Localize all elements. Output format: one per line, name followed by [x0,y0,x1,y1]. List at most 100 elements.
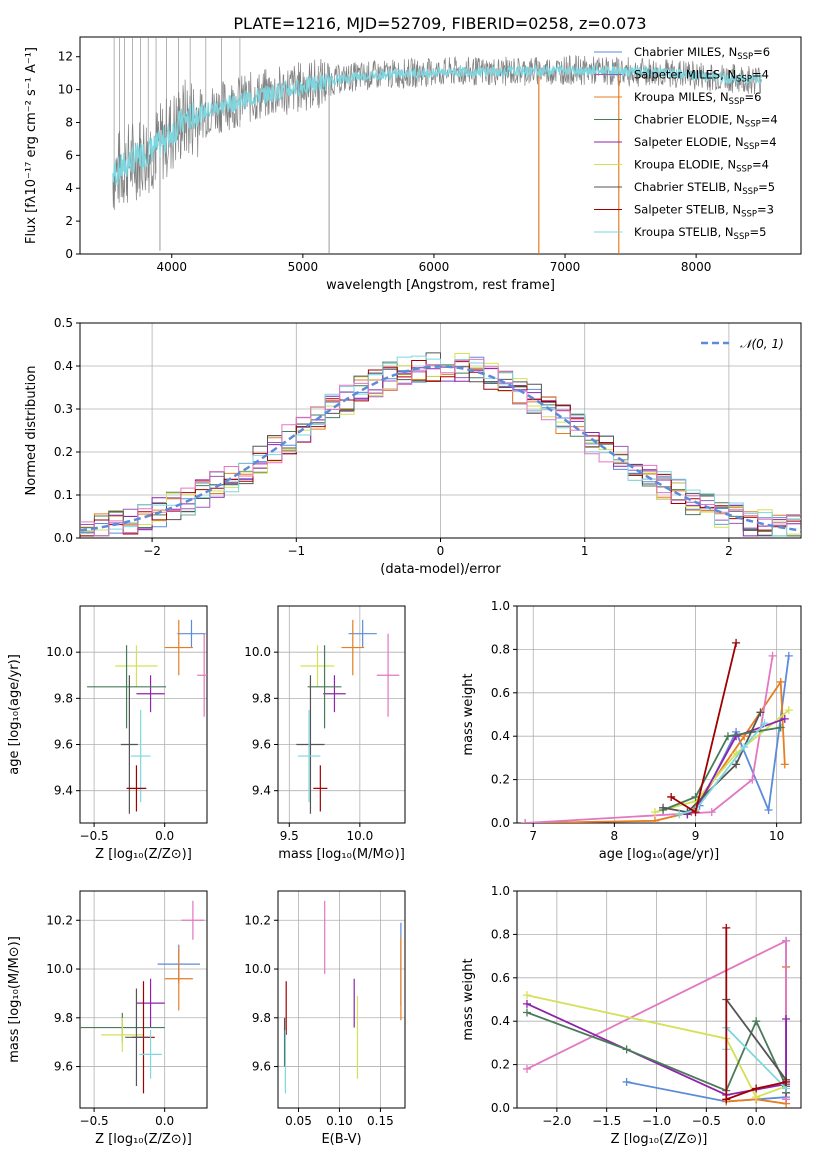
legend-label-sub: SSP [729,97,745,107]
plot-frame [516,605,802,824]
weight-series [679,722,766,816]
legend-label-suffix: =4 [760,135,777,149]
x-axis-label: Z [log₁₀(Z/Z⊙)] [95,847,192,862]
legend-label-main: Kroupa MILES, N [634,90,729,104]
x-tick-label: 6000 [419,260,450,274]
legend-label-suffix: =4 [752,158,769,172]
x-tick-label: −0.5 [80,829,109,843]
error-bars [87,619,207,814]
x-axis-label: Z [log₁₀(Z/Z⊙)] [611,1132,708,1147]
histogram-series [80,358,801,537]
plot-frame [79,36,802,255]
weight-marker [659,803,668,812]
y-tick-label: 10.2 [46,913,73,927]
y-axis-label: age [log₁₀(age/yr)] [7,654,22,775]
weight-marker [784,651,793,660]
x-tick-label: 1 [581,544,589,558]
legend-label-suffix: =5 [758,180,775,194]
weight-marker [780,760,789,769]
y-tick-label: 9.8 [252,1011,271,1025]
legend-label: Chabrier ELODIE, NSSP=4 [634,113,778,130]
legend-label-sub: SSP [737,52,753,62]
y-axis-label: mass weight [461,958,476,1040]
y-tick-label: 10.2 [244,913,271,927]
y-tick-label: 4 [65,181,73,195]
y-tick-label: 0.5 [54,316,73,330]
legend-label: Salpeter STELIB, NSSP=3 [634,203,774,220]
residual-histogram-panel: −2 −1 0 1 2 0.0 0.1 0.2 0.3 0.4 0.5 (data-model)/er… [24,316,802,577]
x-axis-label: (data-model)/error [380,562,501,577]
model-spectrum [112,64,762,186]
y-tick-label: 9.8 [54,691,73,705]
weight-marker [764,805,773,814]
weight-marker [691,792,700,801]
legend-label: Salpeter ELODIE, NSSP=4 [634,135,777,152]
y-tick-label: 0.8 [491,642,510,656]
weight-marker [675,810,684,819]
spectrum-panel: 4000 5000 6000 7000 8000 0 2 4 6 8 10 12 wavelength … [24,36,802,293]
y-tick-label: 0 [65,247,73,261]
y-tick-label: 6 [65,148,73,162]
weight-marker [650,816,659,823]
legend-label-sub: SSP [742,187,758,197]
x-axis-label: wavelength [Angstrom, rest frame] [326,278,555,293]
y-tick-label: 0.6 [491,971,510,985]
y-tick-label: 0.0 [491,816,510,830]
legend-label-suffix: =5 [749,225,766,239]
plot-frame [79,322,802,539]
spectrum-title: PLATE=1216, MJD=52709, FIBERID=0258, z=0… [233,14,646,33]
legend-label-suffix: =3 [757,203,774,217]
y-tick-label: 10.0 [46,645,73,659]
y-tick-label: 0.2 [491,1058,510,1072]
y-tick-label: 9.6 [54,738,73,752]
weight-marker [732,638,741,647]
weight-marker [752,1017,761,1026]
x-tick-label: 0.0 [155,1114,174,1128]
legend-label: Kroupa STELIB, NSSP=5 [634,225,766,242]
y-tick-label: 1.0 [491,884,510,898]
weight-marker [522,999,531,1008]
weight-marker [776,677,785,686]
weight-marker [722,1095,731,1104]
y-tick-label: 0.0 [491,1101,510,1115]
weight-series [662,726,781,811]
y-tick-label: 0.8 [491,927,510,941]
x-tick-label: −2.0 [542,1114,571,1128]
y-tick-label: 0.4 [54,359,73,373]
y-axis-label: Normed distribution [24,366,39,496]
weight-marker [782,936,791,945]
weight-series [725,927,787,1101]
y-tick-label: 0.2 [54,445,73,459]
x-tick-label: 9 [692,829,700,843]
weight-marker [784,706,793,715]
legend-label: Chabrier MILES, NSSP=6 [634,45,770,62]
legend-label-main: Salpeter STELIB, N [634,203,741,217]
observed-spectrum [112,54,762,210]
legend-label: Kroupa ELODIE, NSSP=4 [634,158,769,175]
histogram-series [80,355,801,537]
error-bars [80,900,205,1094]
legend-label: Kroupa MILES, NSSP=6 [634,90,761,107]
weight-marker [782,1077,791,1086]
y-axis-label: Flux [fλ10⁻¹⁷ erg cm⁻² s⁻¹ A⁻¹] [24,47,39,244]
x-tick-label: 7 [529,829,537,843]
plot-frame [79,605,208,824]
legend-label-sub: SSP [745,120,761,130]
y-tick-label: 0.2 [491,773,510,787]
legend-label-suffix: =6 [753,45,770,59]
weight-series [670,642,737,814]
weight-marker [667,792,676,801]
histogram-steps [80,352,801,537]
x-tick-label: 8000 [681,260,712,274]
x-tick-label: 7000 [550,260,581,274]
weight-marker [776,723,785,732]
mass-vs-metallicity-panel: −0.5 0.0 9.6 9.8 10.0 10.2 Z [log₁₀(Z/Z⊙)] mass… [7,890,208,1147]
y-tick-label: 8 [65,115,73,129]
mass-weight-vs-metallicity-panel: −2.0 −1.5 −1.0 −0.5 0.0 0.0 0.2 0.4 0.6 0.8 1.0 Z [… [461,884,802,1147]
y-tick-label: 9.4 [54,784,73,798]
x-tick-label: −1.5 [592,1114,621,1128]
weight-marker [522,1008,531,1017]
y-tick-label: 9.6 [54,1060,73,1074]
weight-marker [522,1064,531,1073]
